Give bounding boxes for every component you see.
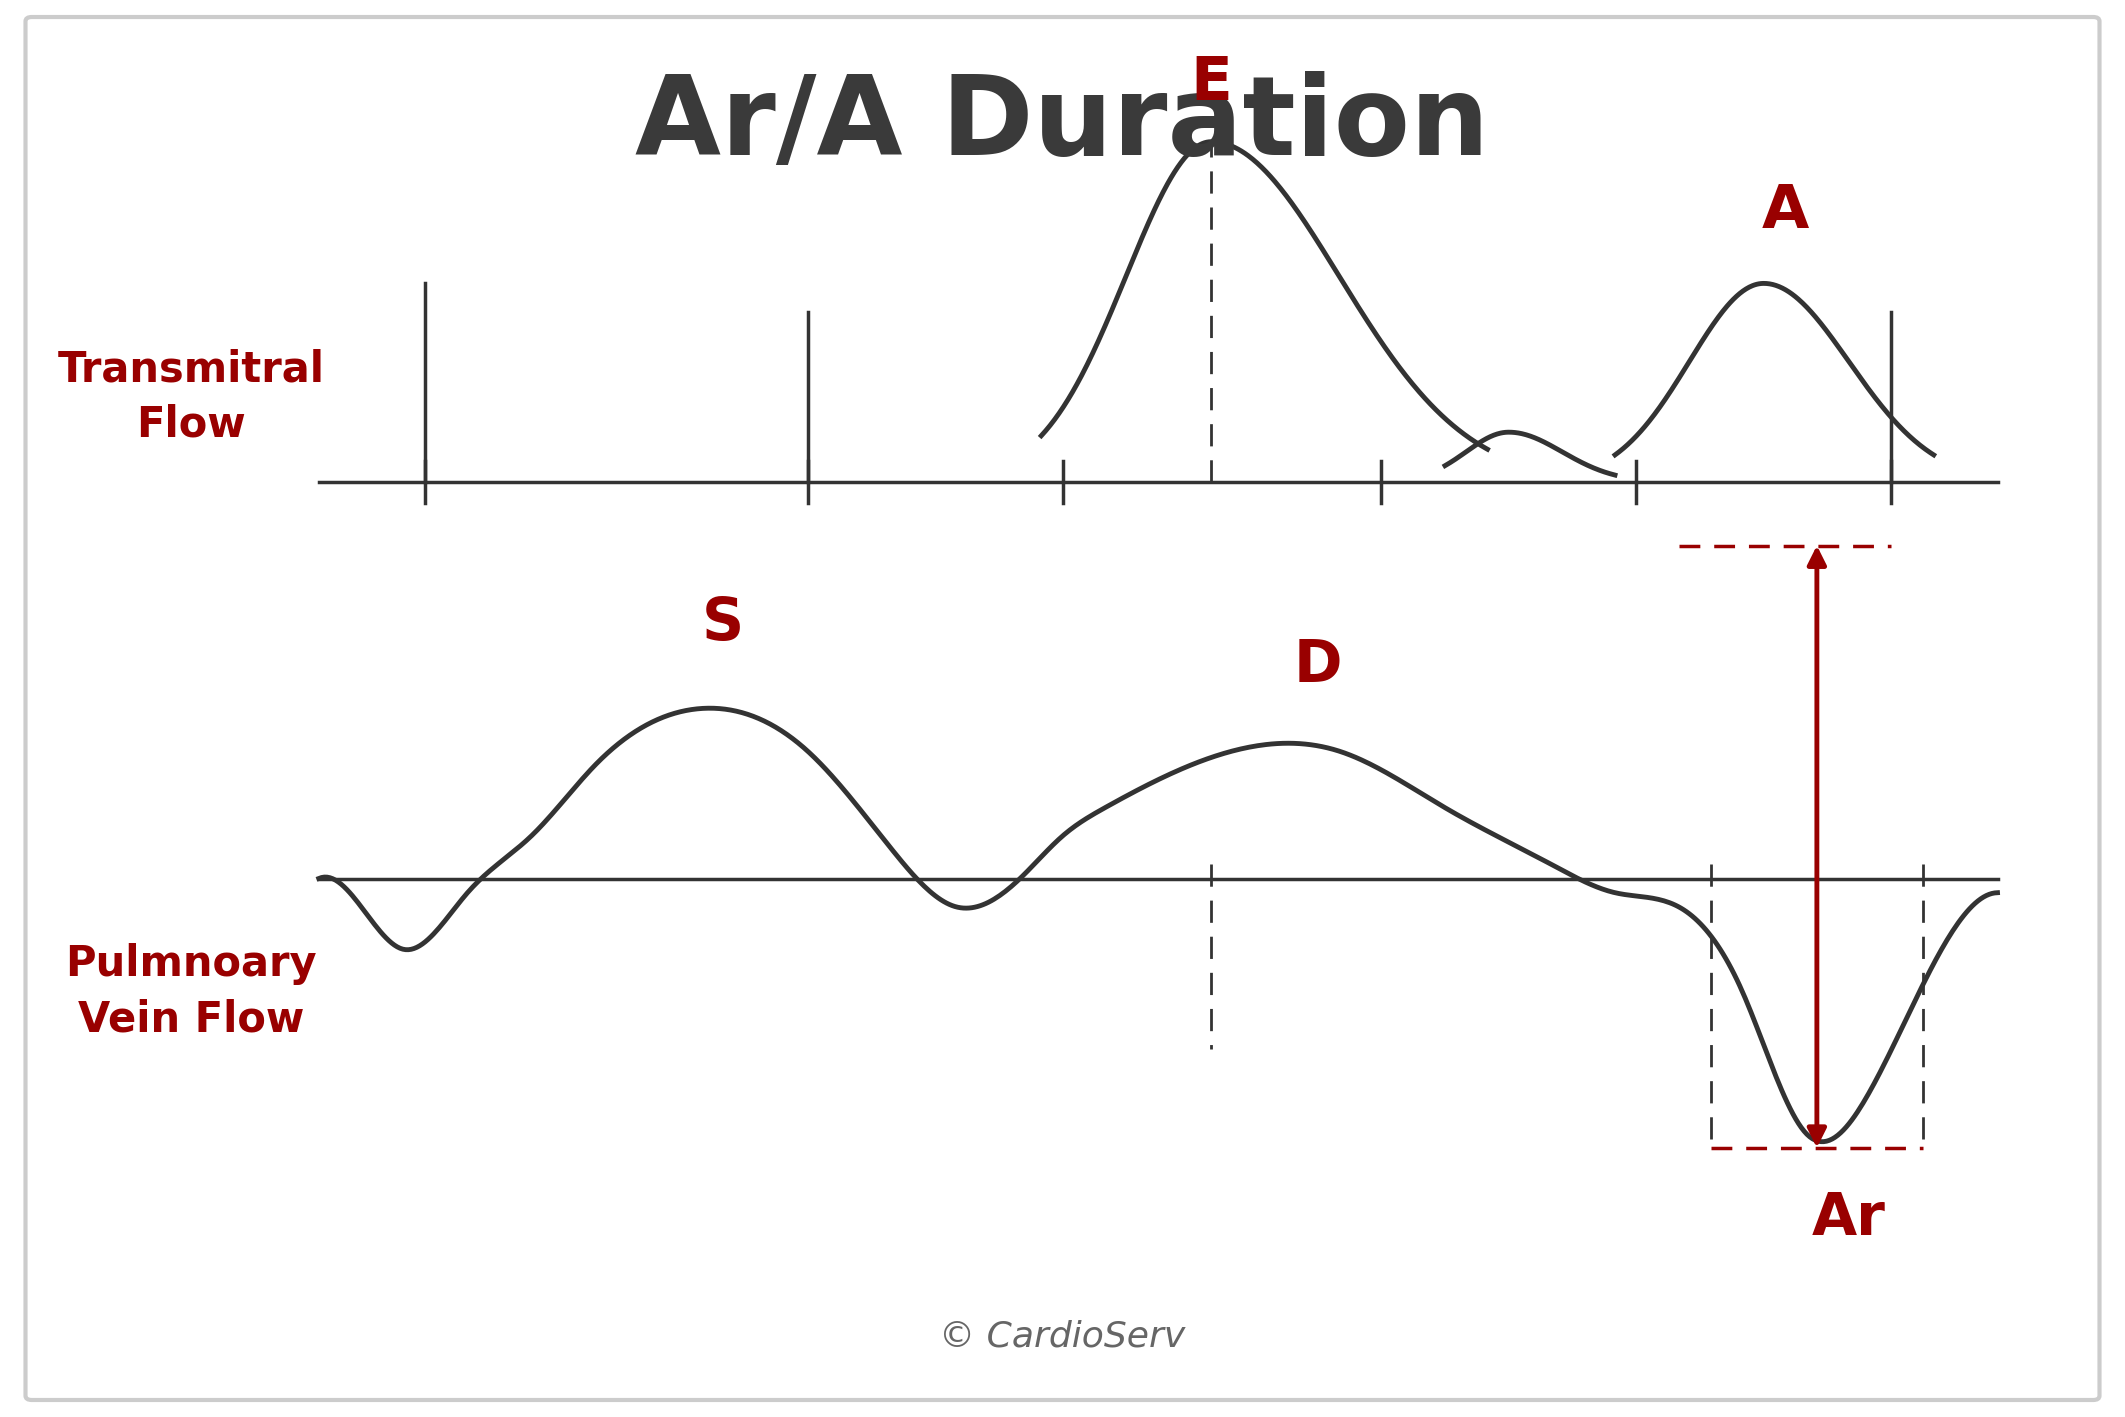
Text: A: A	[1762, 181, 1808, 241]
Text: Ar: Ar	[1813, 1190, 1885, 1247]
Text: E: E	[1190, 54, 1232, 113]
Text: S: S	[701, 595, 744, 652]
Text: Transmitral
Flow: Transmitral Flow	[57, 349, 325, 445]
Text: D: D	[1294, 638, 1341, 694]
Text: Pulmnoary
Vein Flow: Pulmnoary Vein Flow	[66, 944, 317, 1040]
FancyBboxPatch shape	[26, 17, 2100, 1400]
Text: Ar/A Duration: Ar/A Duration	[635, 71, 1490, 179]
Text: © CardioServ: © CardioServ	[939, 1319, 1186, 1353]
